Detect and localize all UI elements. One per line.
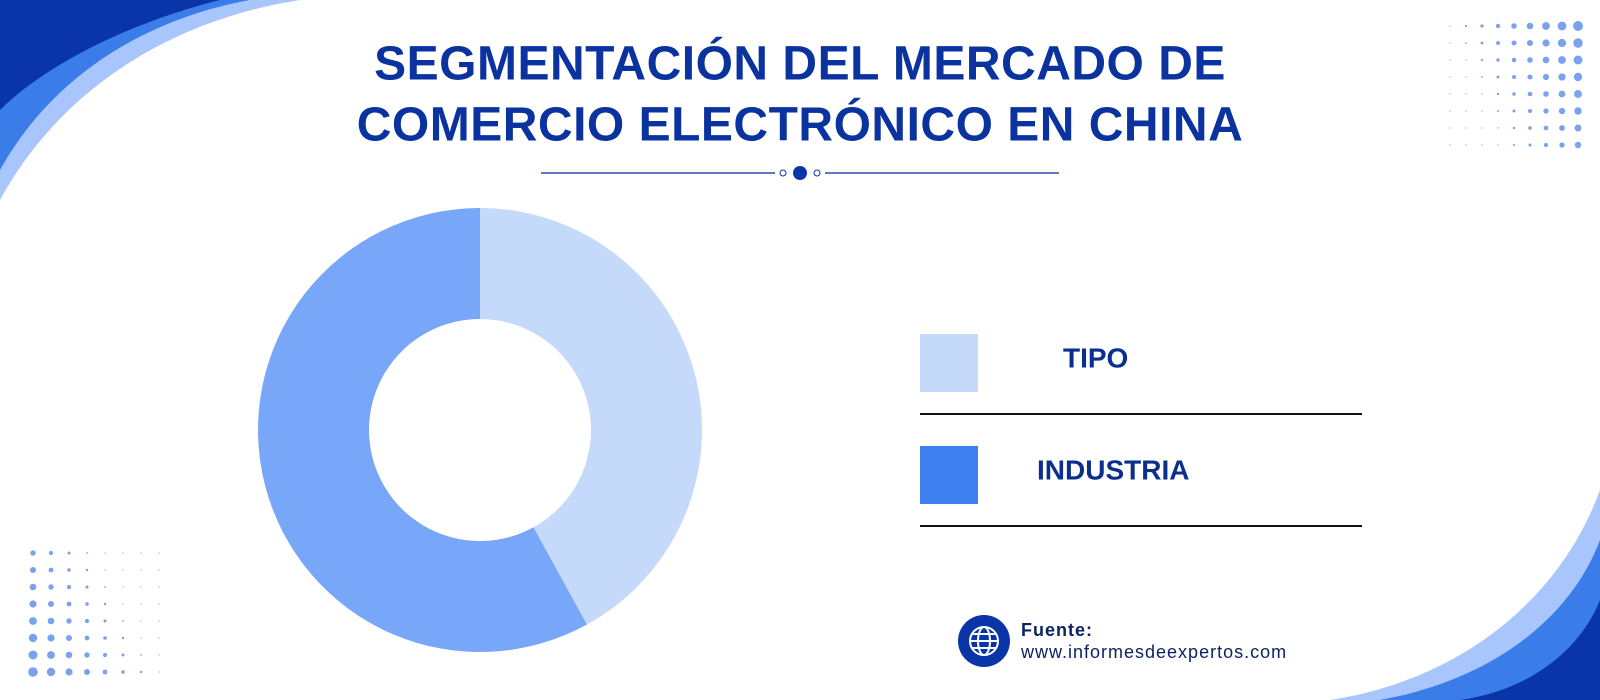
source-url: www.informesdeexpertos.com xyxy=(1020,642,1287,662)
chart-title: SEGMENTACIÓN DEL MERCADO DE xyxy=(374,36,1226,91)
source: Fuente: www.informesdeexpertos.com xyxy=(958,615,1287,667)
chart-title: COMERCIO ELECTRÓNICO EN CHINA xyxy=(357,97,1244,152)
donut-slice xyxy=(258,208,587,652)
legend: TIPO INDUSTRIA xyxy=(920,334,1362,527)
donut xyxy=(258,208,703,652)
legend-label: TIPO xyxy=(1063,342,1128,373)
donut-slice xyxy=(480,208,703,625)
legend-label: INDUSTRIA xyxy=(1037,454,1189,485)
legend-swatch xyxy=(920,334,978,392)
legend-swatch xyxy=(920,446,978,504)
source-label: Fuente: xyxy=(1021,620,1093,640)
